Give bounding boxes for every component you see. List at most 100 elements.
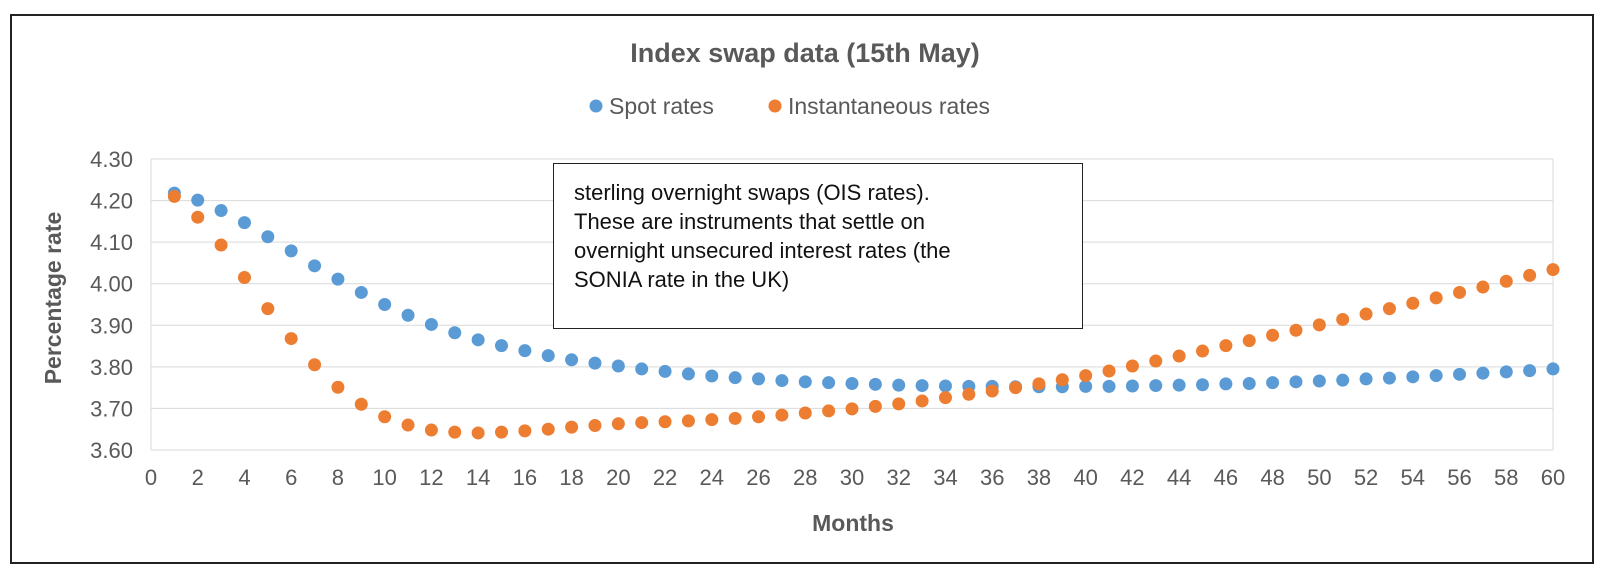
instantaneous-rate-point: [915, 394, 929, 408]
instantaneous-rate-point: [1172, 349, 1186, 363]
spot-rate-point: [1476, 366, 1490, 380]
annotation-box: sterling overnight swaps (OIS rates). Th…: [553, 163, 1083, 329]
spot-rate-point: [1382, 371, 1396, 385]
x-tick-label: 32: [886, 465, 910, 490]
y-tick-label: 4.20: [90, 189, 133, 214]
spot-rate-point: [892, 378, 906, 392]
instantaneous-rate-point: [237, 270, 251, 284]
x-tick-label: 12: [419, 465, 443, 490]
y-axis-title: Percentage rate: [40, 212, 66, 385]
instantaneous-rate-point: [798, 406, 812, 420]
spot-rate-point: [658, 364, 672, 378]
instantaneous-rate-point: [658, 415, 672, 429]
y-tick-label: 3.70: [90, 396, 133, 421]
instantaneous-rate-point: [448, 425, 462, 439]
legend-marker-instantaneous: [768, 99, 782, 113]
instantaneous-rate-point: [1453, 285, 1467, 299]
y-axis-ticks: 3.60 3.70 3.80 3.90 4.00 4.10 4.20 4.30: [90, 147, 133, 463]
spot-rate-point: [401, 308, 415, 322]
spot-rate-point: [728, 371, 742, 385]
x-tick-label: 52: [1354, 465, 1378, 490]
instantaneous-rate-point: [635, 416, 649, 430]
spot-rate-point: [284, 244, 298, 258]
instantaneous-rate-point: [495, 425, 508, 439]
spot-rate-point: [1312, 374, 1326, 388]
spot-rate-point: [331, 272, 345, 286]
x-tick-label: 34: [933, 465, 957, 490]
x-tick-label: 44: [1167, 465, 1191, 490]
spot-rate-point: [308, 259, 322, 273]
spot-rate-point: [1359, 372, 1373, 386]
y-tick-label: 4.00: [90, 272, 133, 297]
annotation-line: SONIA rate in the UK): [574, 267, 790, 292]
legend: Spot rates Instantaneous rates: [589, 93, 990, 119]
spot-rate-point: [448, 326, 462, 340]
instantaneous-rate-point: [892, 397, 906, 411]
instantaneous-rate-point: [1289, 323, 1303, 337]
series-spot-rates: [167, 186, 1560, 394]
instantaneous-rate-point: [728, 411, 742, 425]
spot-rate-point: [868, 377, 882, 391]
instantaneous-rate-point: [1125, 359, 1139, 373]
spot-rate-point: [214, 204, 228, 218]
spot-rate-point: [611, 359, 625, 373]
chart-frame: [10, 14, 1594, 564]
x-tick-label: 6: [285, 465, 297, 490]
spot-rate-point: [1429, 369, 1443, 383]
instantaneous-rate-point: [331, 380, 345, 394]
instantaneous-rate-point: [1149, 354, 1163, 368]
x-tick-label: 30: [840, 465, 864, 490]
instantaneous-rate-point: [565, 420, 579, 434]
instantaneous-rate-point: [1476, 280, 1490, 294]
instantaneous-rate-point: [822, 404, 836, 418]
instantaneous-rate-point: [588, 418, 602, 432]
spot-rate-point: [845, 376, 859, 390]
instantaneous-rate-point: [354, 397, 368, 411]
legend-label-instantaneous: Instantaneous rates: [788, 93, 990, 119]
instantaneous-rate-point: [681, 414, 695, 428]
x-tick-label: 14: [466, 465, 490, 490]
y-tick-label: 3.90: [90, 313, 133, 338]
instantaneous-rate-point: [1266, 328, 1280, 342]
annotation-line: These are instruments that settle on: [574, 209, 925, 234]
spot-rate-point: [354, 285, 368, 299]
instantaneous-rate-point: [1406, 296, 1420, 310]
instantaneous-rate-point: [1499, 274, 1513, 288]
legend-marker-spot: [589, 99, 603, 113]
spot-rate-point: [1242, 376, 1256, 390]
spot-rate-point: [1499, 365, 1513, 379]
spot-rate-point: [775, 374, 789, 388]
instantaneous-rate-point: [424, 423, 438, 437]
instantaneous-rate-point: [518, 424, 532, 438]
spot-rate-point: [822, 376, 836, 390]
spot-rate-point: [424, 317, 438, 331]
x-tick-label: 16: [513, 465, 537, 490]
instantaneous-rate-point: [1055, 373, 1069, 387]
x-tick-label: 48: [1260, 465, 1284, 490]
instantaneous-rate-point: [401, 418, 415, 432]
x-tick-label: 24: [700, 465, 724, 490]
instantaneous-rate-point: [1546, 263, 1560, 277]
spot-rate-point: [915, 379, 929, 393]
instantaneous-rate-point: [1336, 312, 1350, 326]
spot-rate-point: [261, 230, 275, 244]
instantaneous-rate-point: [775, 408, 789, 422]
x-axis-ticks: 0 2 4 6 8 10 12 14 16 18 20 22 24 26 28 30 32 34 36 38 40 42 4…: [145, 465, 1565, 490]
spot-rate-point: [1125, 379, 1139, 393]
spot-rate-point: [938, 379, 952, 393]
spot-rate-point: [1336, 373, 1350, 387]
x-tick-label: 56: [1447, 465, 1471, 490]
instantaneous-rate-point: [985, 384, 999, 398]
y-tick-label: 3.80: [90, 355, 133, 380]
instantaneous-rate-point: [1196, 344, 1209, 358]
spot-rate-point: [681, 367, 695, 381]
y-tick-label: 3.60: [90, 438, 133, 463]
instantaneous-rate-point: [1079, 369, 1093, 383]
spot-rate-point: [1196, 378, 1209, 392]
instantaneous-rate-point: [938, 391, 952, 405]
instantaneous-rate-point: [284, 332, 298, 346]
x-tick-label: 4: [238, 465, 250, 490]
x-tick-label: 8: [332, 465, 344, 490]
x-tick-label: 10: [372, 465, 396, 490]
